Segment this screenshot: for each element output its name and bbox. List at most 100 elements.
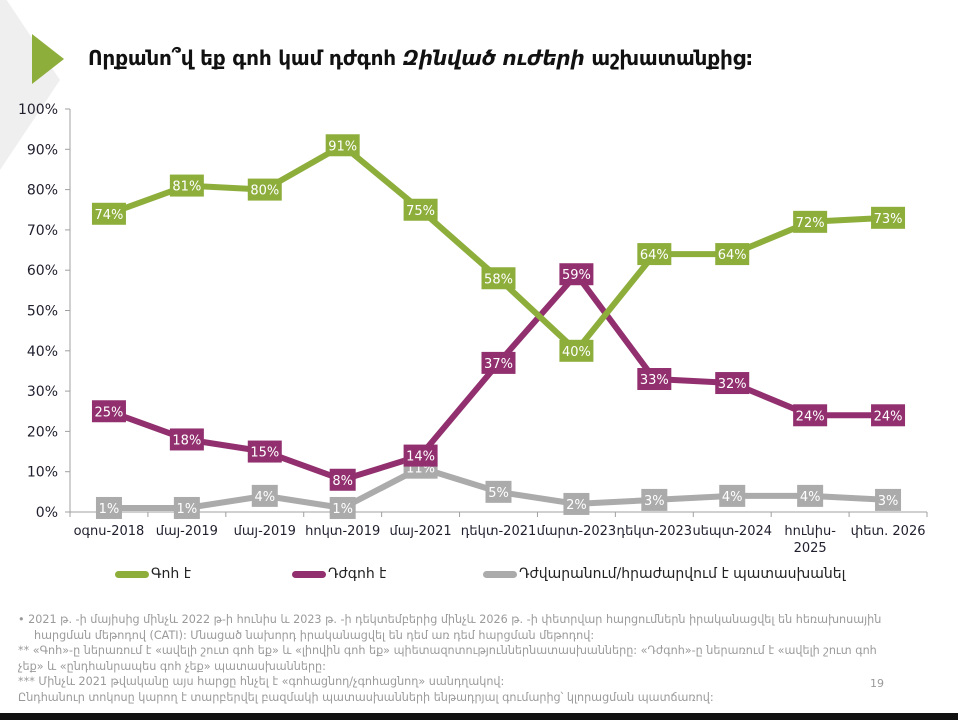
- x-tick-label: փետ. 2026: [851, 524, 926, 539]
- x-tick-label: 2025: [794, 541, 827, 555]
- data-label-dissatisfied: 32%: [718, 377, 747, 392]
- chart-legend: Գոհ է Դժգոհ է Դժվարանում/հրաժարվում է պա…: [0, 566, 958, 586]
- legend-swatch-dissatisfied: [292, 570, 326, 578]
- footnote-line: հարցման մեթոդով (CATI): Մնացած նախորդ իր…: [34, 628, 595, 642]
- data-label-dissatisfied: 15%: [250, 446, 279, 461]
- title-end: աշխատանքից:: [584, 46, 754, 70]
- data-label-dissatisfied: 37%: [484, 357, 513, 372]
- data-label-box-satisfied: [715, 243, 750, 266]
- y-tick-label: 50%: [27, 304, 58, 320]
- x-tick-label: մայ-2019: [234, 524, 296, 539]
- data-label-box-satisfied: [481, 267, 516, 290]
- y-tick-label: 90%: [27, 142, 58, 158]
- y-tick-label: 60%: [27, 263, 58, 279]
- footnote-line: *** Մինչև 2021 թվականը այս հարցը հնչել է…: [18, 675, 505, 689]
- legend-label-difficult: Դժվարանում/հրաժարվում է պատասխանել: [519, 566, 846, 582]
- title-plain: Որքանո՞վ եք գոհ կամ դժգոհ: [88, 46, 403, 70]
- x-tick-label: մայ-2021: [389, 524, 451, 539]
- bottom-bar: [0, 713, 958, 720]
- data-label-box-satisfied: [871, 206, 906, 229]
- data-label-box-difficult: [875, 488, 902, 511]
- y-tick-label: 80%: [27, 183, 58, 199]
- legend-label-satisfied: Գոհ է: [151, 566, 191, 582]
- data-label-difficult: 1%: [99, 502, 120, 517]
- y-tick-label: 100%: [18, 102, 58, 118]
- x-tick-label: հոկտ-2019: [305, 524, 380, 539]
- data-label-difficult: 3%: [878, 494, 899, 509]
- data-label-box-satisfied: [169, 174, 204, 197]
- data-label-box-satisfied: [637, 243, 672, 266]
- x-tick-label: օգոս-2018: [74, 524, 145, 539]
- data-label-difficult: 1%: [177, 502, 198, 517]
- data-label-difficult: 4%: [254, 490, 275, 505]
- footnote-line: չեք» և «ընդհանրապես գոհ չեք» պատասխաններ…: [18, 659, 326, 673]
- data-label-satisfied: 64%: [640, 248, 669, 263]
- legend-swatch-difficult: [483, 570, 517, 578]
- footnotes: • 2021 թ. -ի մայիսից մինչև 2022 թ-ի հուն…: [18, 612, 898, 706]
- y-tick-label: 20%: [27, 424, 58, 440]
- data-label-box-dissatisfied: [481, 351, 516, 374]
- y-tick-label: 30%: [27, 384, 58, 400]
- data-label-box-dissatisfied: [403, 444, 438, 467]
- data-label-box-dissatisfied: [91, 400, 126, 423]
- data-label-satisfied: 58%: [484, 272, 513, 287]
- data-label-box-difficult: [329, 496, 356, 519]
- data-label-satisfied: 80%: [250, 184, 279, 199]
- data-label-box-satisfied: [325, 134, 360, 157]
- data-label-difficult: 2%: [566, 498, 587, 513]
- data-label-box-difficult: [251, 484, 278, 507]
- y-tick-label: 70%: [27, 223, 58, 239]
- title-arrow-icon: [32, 34, 64, 84]
- data-label-box-difficult: [485, 480, 512, 503]
- page-title: Որքանո՞վ եք գոհ կամ դժգոհ Զինված ուժերի …: [88, 46, 753, 70]
- data-label-box-satisfied: [559, 339, 594, 362]
- footnote-line: Ընդհանուր տոկոսը կարող է տարբերվել բազմա…: [18, 690, 714, 704]
- data-label-box-dissatisfied: [637, 368, 672, 391]
- data-label-satisfied: 40%: [562, 345, 591, 360]
- data-label-difficult: 1%: [332, 502, 353, 517]
- data-label-dissatisfied: 8%: [332, 474, 353, 489]
- series-line-dissatisfied: [107, 271, 888, 483]
- data-label-box-difficult: [173, 496, 200, 519]
- y-tick-label: 40%: [27, 344, 58, 360]
- data-label-difficult: 5%: [488, 486, 509, 501]
- data-label-satisfied: 81%: [172, 180, 201, 195]
- x-tick-label: հունիս-: [784, 524, 836, 539]
- data-label-box-dissatisfied: [559, 263, 594, 286]
- data-label-box-dissatisfied: [715, 372, 750, 395]
- title-italic: Զինված ուժերի: [402, 46, 585, 70]
- legend-item-dissatisfied: Դժգոհ է: [292, 566, 386, 582]
- data-label-box-difficult: [719, 484, 746, 507]
- data-label-dissatisfied: 33%: [640, 373, 669, 388]
- data-label-satisfied: 75%: [406, 204, 435, 219]
- data-label-box-difficult: [563, 492, 590, 515]
- legend-swatch-satisfied: [115, 570, 149, 578]
- data-label-satisfied: 91%: [328, 139, 357, 154]
- data-label-box-dissatisfied: [247, 440, 282, 463]
- data-label-box-dissatisfied: [871, 404, 906, 427]
- data-label-difficult: 3%: [644, 494, 665, 509]
- page-number: 19: [870, 677, 884, 690]
- data-label-box-difficult: [95, 496, 122, 519]
- x-tick-label: մայ-2019: [156, 524, 218, 539]
- legend-item-difficult: Դժվարանում/հրաժարվում է պատասխանել: [483, 566, 845, 582]
- data-label-box-satisfied: [247, 178, 282, 201]
- data-label-dissatisfied: 14%: [406, 450, 435, 465]
- x-tick-label: դեկտ-2023: [617, 524, 693, 539]
- data-label-difficult: 4%: [800, 490, 821, 505]
- data-label-difficult: 4%: [722, 490, 743, 505]
- legend-item-satisfied: Գոհ է: [115, 566, 191, 582]
- x-tick-label: մարտ-2023: [537, 524, 617, 539]
- data-label-box-difficult: [797, 484, 824, 507]
- legend-label-dissatisfied: Դժգոհ է: [328, 566, 387, 582]
- data-label-dissatisfied: 24%: [796, 409, 825, 424]
- data-label-box-satisfied: [403, 198, 438, 221]
- data-label-box-dissatisfied: [169, 428, 204, 451]
- footnote-line: ** «Գոհ»-ը ներառում է «ավելի շուտ գոհ եք…: [18, 644, 877, 658]
- data-label-dissatisfied: 25%: [95, 405, 124, 420]
- series-line-satisfied: [107, 142, 889, 354]
- footnote-line: • 2021 թ. -ի մայիսից մինչև 2022 թ-ի հուն…: [18, 613, 882, 626]
- data-label-dissatisfied: 18%: [172, 433, 201, 448]
- x-tick-label: դեկտ-2021: [461, 524, 537, 539]
- y-tick-label: 10%: [27, 465, 58, 481]
